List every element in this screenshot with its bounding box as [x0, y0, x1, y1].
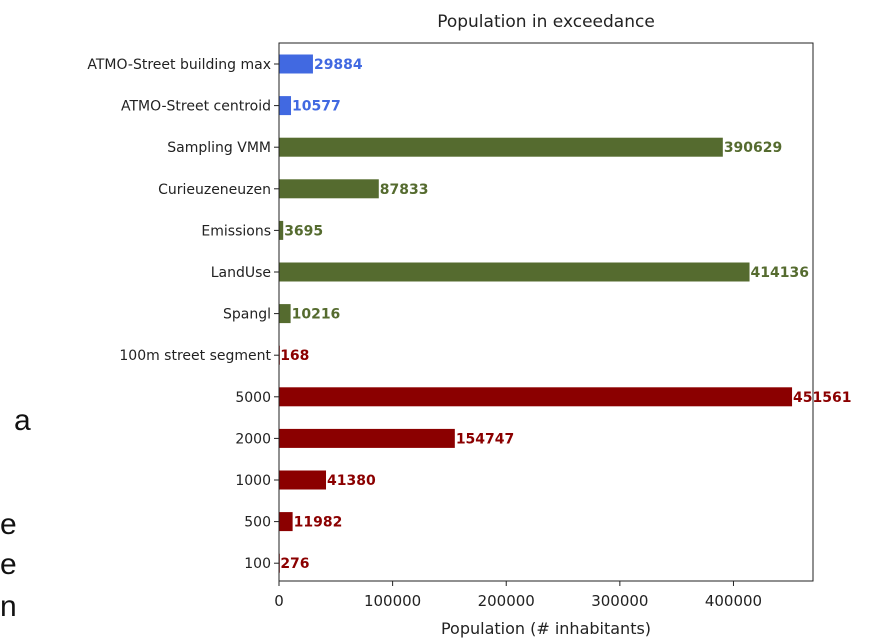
category-label: 2000 [235, 431, 271, 447]
category-labels: ATMO-Street building max ATMO-Street cent… [87, 57, 279, 572]
data-label: 414136 [751, 265, 809, 281]
category-label: ATMO-Street building max [87, 57, 271, 73]
category-label: Sampling VMM [167, 140, 271, 156]
data-label: 390629 [724, 140, 782, 156]
data-label: 154747 [456, 431, 514, 447]
bar [279, 220, 284, 240]
x-axis-label: Population (# inhabitants) [441, 619, 651, 638]
category-label: Emissions [201, 223, 271, 239]
bar [279, 470, 327, 490]
bar [279, 428, 455, 448]
category-label: 100m street segment [119, 348, 271, 364]
data-label: 41380 [327, 473, 376, 489]
category-label: 500 [244, 515, 271, 531]
data-label: 451561 [793, 390, 851, 406]
category-label: ATMO-Street centroid [121, 99, 271, 115]
bar [279, 262, 750, 282]
bar [279, 512, 293, 532]
bar [279, 304, 291, 324]
x-axis: 0 100000 200000 300000 400000 [274, 581, 762, 610]
x-tick-label: 100000 [364, 592, 421, 610]
category-label: 1000 [235, 473, 271, 489]
plot-frame [278, 42, 814, 582]
x-tick-label: 200000 [478, 592, 535, 610]
bar [279, 96, 292, 116]
data-label: 87833 [380, 182, 429, 198]
side-text-fragment: n [0, 590, 17, 623]
chart-title: Population in exceedance [437, 12, 655, 32]
bar [279, 137, 723, 157]
data-label: 3695 [284, 223, 323, 239]
category-label: Curieuzeneuzen [158, 182, 271, 198]
category-label: LandUse [211, 265, 271, 281]
x-tick-label: 0 [274, 592, 284, 610]
data-label: 168 [280, 348, 309, 364]
data-label: 11982 [294, 515, 343, 531]
category-label: 100 [244, 556, 271, 572]
side-text-fragment: a [14, 404, 31, 437]
bar [279, 387, 793, 407]
x-tick-label: 300000 [591, 592, 648, 610]
bar [279, 54, 313, 74]
bar [279, 179, 379, 199]
side-text-fragment: e [0, 508, 17, 541]
bars-group [279, 54, 793, 573]
x-tick-label: 400000 [705, 592, 762, 610]
data-label: 29884 [314, 57, 363, 73]
data-label: 10577 [292, 99, 341, 115]
data-label: 10216 [292, 307, 341, 323]
category-label: Spangl [223, 307, 271, 323]
side-text-fragment: e [0, 548, 17, 581]
data-label: 276 [280, 556, 309, 572]
value-labels: 29884 10577 390629 87833 3695 414136 10216 168 4… [280, 57, 851, 572]
category-label: 5000 [235, 390, 271, 406]
